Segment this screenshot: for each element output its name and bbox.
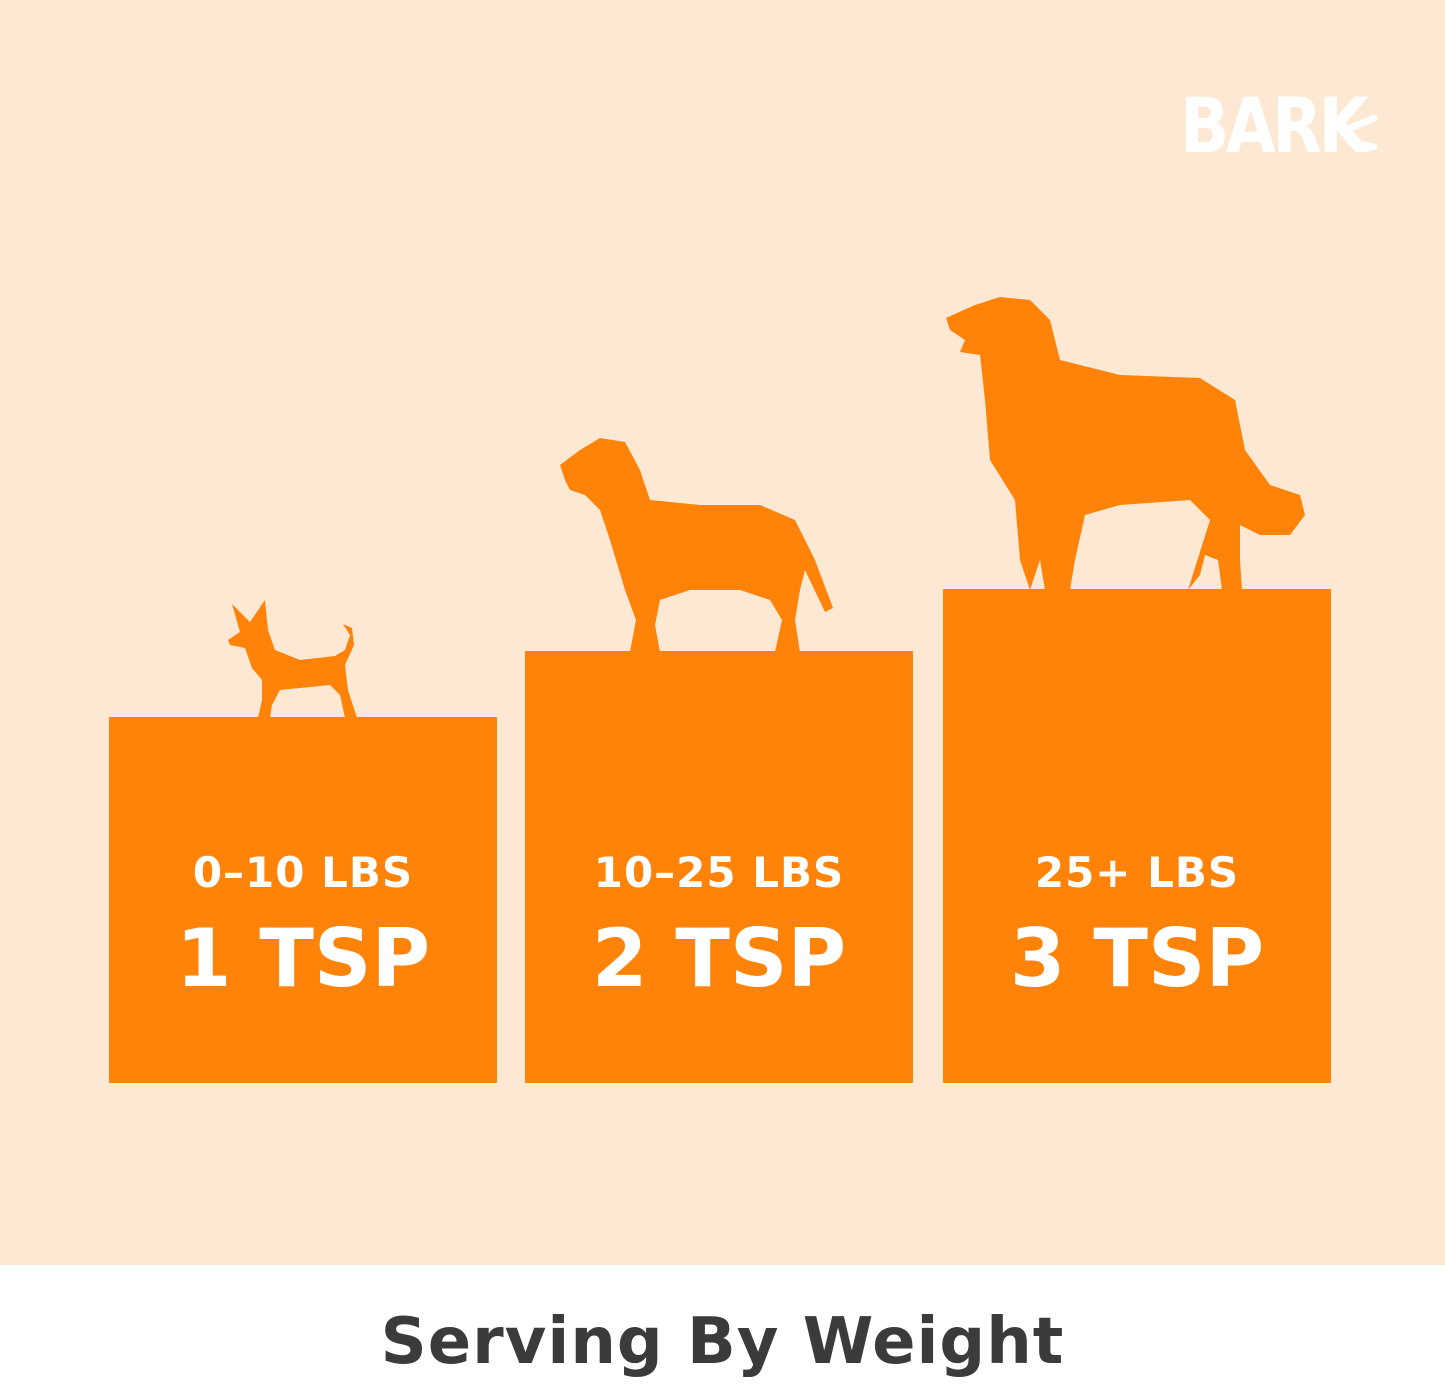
dog-silhouettes xyxy=(228,297,1305,718)
tier-box-medium: 10–25 LBS 2 TSP xyxy=(525,651,913,1083)
large-dog-silhouette-icon xyxy=(946,297,1305,590)
bark-logo: BARK xyxy=(1180,81,1369,170)
tier-weight: 10–25 LBS xyxy=(593,848,845,897)
small-dog-silhouette-icon xyxy=(228,600,357,718)
page-title: Serving By Weight xyxy=(380,1305,1065,1379)
tier-box-small: 0–10 LBS 1 TSP xyxy=(109,717,497,1083)
tier-dose: 1 TSP xyxy=(175,912,431,1005)
tier-weight: 25+ LBS xyxy=(1034,848,1240,897)
tier-dose: 2 TSP xyxy=(591,912,847,1005)
tier-dose: 3 TSP xyxy=(1009,912,1265,1005)
medium-dog-silhouette-icon xyxy=(560,438,833,652)
tier-weight: 0–10 LBS xyxy=(192,848,414,897)
logo-rays-icon xyxy=(1342,114,1378,151)
tier-box-large: 25+ LBS 3 TSP xyxy=(943,589,1331,1083)
